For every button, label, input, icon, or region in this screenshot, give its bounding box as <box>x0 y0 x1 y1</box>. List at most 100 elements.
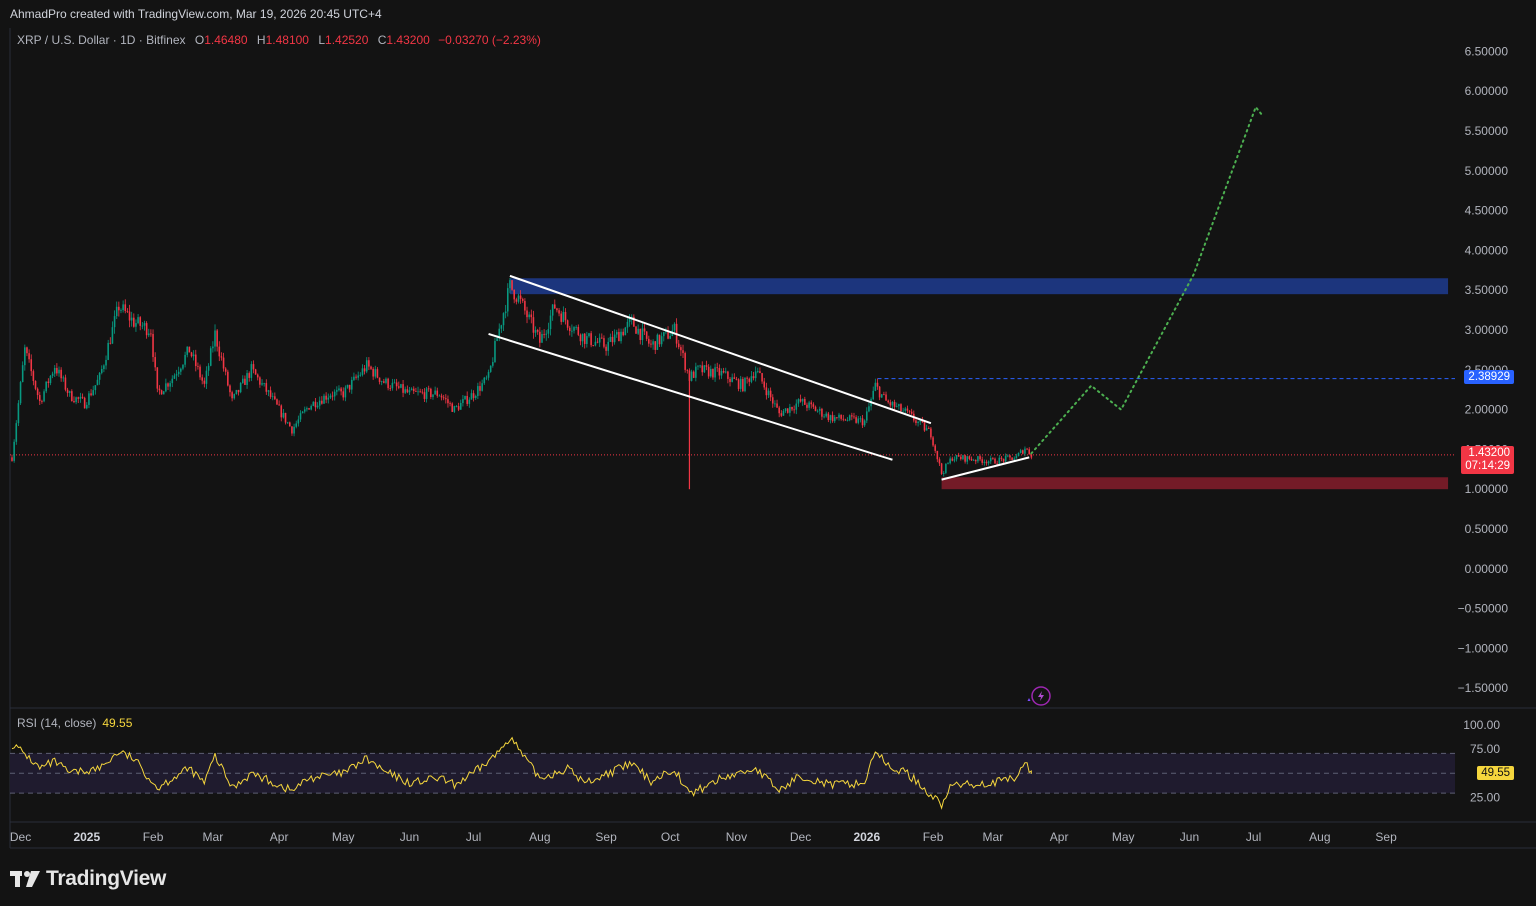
candle-body <box>165 383 167 392</box>
candle-body <box>648 338 650 344</box>
rsi-legend[interactable]: RSI (14, close) 49.55 <box>17 716 132 730</box>
candle-body <box>447 399 449 404</box>
candle-body <box>182 364 184 369</box>
candle-body <box>776 403 778 408</box>
candle-body <box>175 374 178 376</box>
candle-body <box>786 408 789 413</box>
candle-body <box>188 346 191 353</box>
candle-body <box>81 396 84 398</box>
candle-body <box>530 314 533 318</box>
tradingview-logo[interactable]: TradingView <box>10 867 166 891</box>
candle-body <box>442 397 445 399</box>
candle-body <box>269 390 272 397</box>
candle-body <box>827 413 830 421</box>
candle-body <box>26 347 28 354</box>
candle-body <box>162 391 165 395</box>
rsi-value-tag: 49.55 <box>1477 766 1514 780</box>
candle-body <box>124 304 127 311</box>
candle-body <box>75 397 77 403</box>
candle-body <box>927 428 930 429</box>
candle-body <box>199 366 201 378</box>
candle-body <box>158 388 161 391</box>
candle-body <box>917 421 919 423</box>
candle-body <box>902 410 904 412</box>
candle-body <box>996 463 998 465</box>
candle-body <box>789 406 791 413</box>
candle-body <box>720 370 723 376</box>
candle-body <box>370 366 372 369</box>
candle-body <box>637 328 639 334</box>
candle-body <box>613 334 616 343</box>
candle-body <box>904 408 907 411</box>
candle-body <box>724 371 727 373</box>
candle-body <box>152 333 154 358</box>
candle-body <box>130 317 133 321</box>
candle-body <box>385 378 387 383</box>
candle-body <box>547 329 550 334</box>
candle-body <box>558 310 560 314</box>
candle-body <box>325 395 327 400</box>
candle-body <box>216 330 218 347</box>
candle-body <box>883 394 885 396</box>
symbol-title[interactable]: XRP / U.S. Dollar · 1D · Bitfinex <box>17 33 186 47</box>
candle-body <box>241 378 244 383</box>
candle-body <box>378 377 381 382</box>
candle-body <box>598 337 601 343</box>
candle-body <box>910 411 913 414</box>
candle-body <box>673 323 676 331</box>
candle-body <box>169 383 171 387</box>
candle-body <box>410 388 413 391</box>
candle-body <box>252 364 255 370</box>
candle-body <box>645 331 648 339</box>
candle-body <box>942 472 945 474</box>
candle-body <box>844 419 847 421</box>
candle-body <box>201 377 203 381</box>
candle-body <box>430 388 432 398</box>
candle-body <box>487 371 490 378</box>
candle-body <box>15 423 18 442</box>
time-tick-label: Jul <box>1246 830 1261 844</box>
candle-body <box>972 460 975 461</box>
candle-body <box>524 300 526 311</box>
candle-body <box>60 369 62 379</box>
candle-body <box>355 376 357 378</box>
candle-body <box>517 295 520 302</box>
candle-body <box>38 395 41 402</box>
time-tick-label: Feb <box>143 830 164 844</box>
time-tick-label: 2026 <box>853 830 880 844</box>
candle-body <box>1019 450 1022 453</box>
high-label: H <box>256 33 266 47</box>
candle-body <box>34 380 37 389</box>
candle-body <box>970 458 973 461</box>
candle-body <box>707 366 710 377</box>
candle-body <box>804 399 806 405</box>
candle-body <box>765 387 768 396</box>
candle-body <box>237 389 240 393</box>
candle-body <box>406 389 409 393</box>
bar-countdown: 07:14:29 <box>1465 460 1510 472</box>
high-value: 1.48100 <box>265 33 309 47</box>
time-tick-label: Apr <box>1050 830 1069 844</box>
candle-body <box>397 386 400 388</box>
symbol-legend: XRP / U.S. Dollar · 1D · Bitfinex O1.464… <box>17 33 541 47</box>
candle-body <box>855 417 857 423</box>
open-label: O <box>194 33 205 47</box>
candle-body <box>863 420 866 426</box>
candle-body <box>919 420 922 422</box>
candle-body <box>167 383 169 387</box>
candle-body <box>107 342 109 360</box>
close-value: 1.43200 <box>386 33 430 47</box>
candle-body <box>846 420 849 421</box>
candle-body <box>729 378 731 382</box>
candle-body <box>652 341 654 345</box>
open-value: 1.46480 <box>204 33 248 47</box>
candle-body <box>889 402 892 406</box>
candle-body <box>534 330 537 333</box>
candle-body <box>229 385 231 393</box>
candle-body <box>440 395 443 398</box>
candle-body <box>662 332 665 337</box>
candle-body <box>987 461 990 464</box>
candle-body <box>650 343 652 345</box>
time-tick-label: May <box>1112 830 1135 844</box>
